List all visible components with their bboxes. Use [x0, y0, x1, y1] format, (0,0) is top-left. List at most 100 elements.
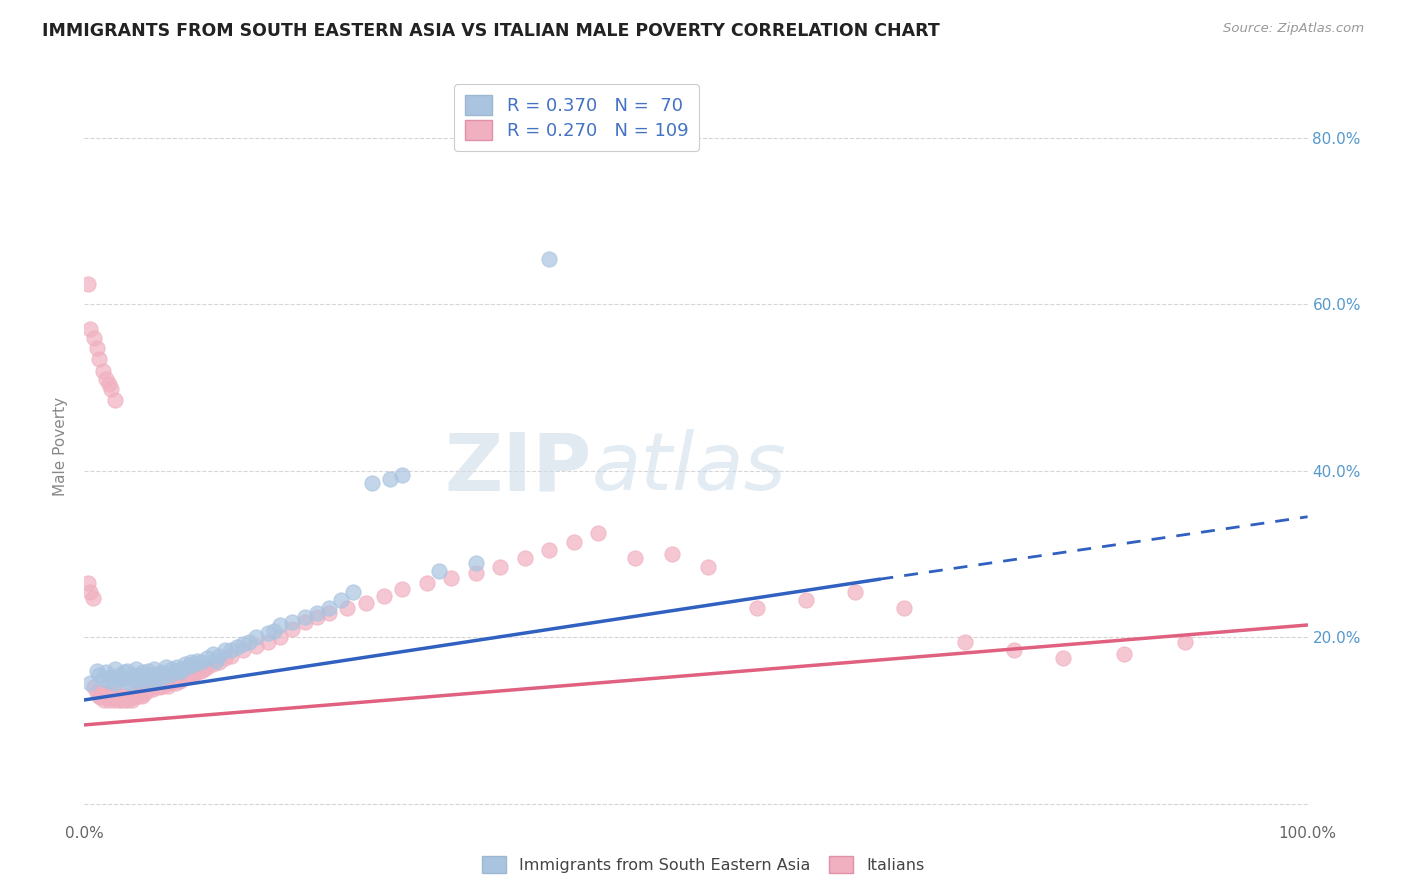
Point: [129, 684, 152, 698]
Point: [111, 690, 134, 705]
Text: Source: ZipAtlas.com: Source: ZipAtlas.com: [1223, 22, 1364, 36]
Point: [166, 659, 188, 673]
Point: [149, 681, 172, 695]
Point: [110, 672, 132, 686]
Point: [117, 693, 139, 707]
Point: [100, 690, 122, 705]
Point: [172, 662, 194, 676]
Point: [318, 601, 340, 615]
Point: [153, 676, 176, 690]
Point: [110, 693, 132, 707]
Point: [107, 672, 129, 686]
Point: [953, 634, 976, 648]
Point: [89, 690, 111, 705]
Point: [440, 570, 463, 584]
Point: [165, 676, 187, 690]
Point: [79, 676, 101, 690]
Point: [232, 637, 254, 651]
Point: [114, 693, 136, 707]
Point: [91, 672, 114, 686]
Point: [747, 601, 769, 615]
Point: [269, 631, 291, 645]
Point: [183, 657, 205, 672]
Point: [169, 673, 191, 688]
Point: [135, 673, 157, 688]
Point: [105, 690, 128, 705]
Point: [149, 672, 172, 686]
Text: ZIP: ZIP: [444, 429, 592, 508]
Point: [177, 659, 200, 673]
Point: [79, 322, 101, 336]
Point: [186, 654, 208, 668]
Point: [120, 689, 142, 703]
Point: [131, 689, 153, 703]
Point: [104, 689, 127, 703]
Point: [538, 543, 561, 558]
Point: [336, 601, 359, 615]
Point: [112, 689, 135, 703]
Point: [132, 687, 155, 701]
Point: [127, 689, 149, 703]
Point: [391, 582, 413, 597]
Point: [562, 534, 585, 549]
Point: [195, 659, 218, 673]
Point: [208, 648, 231, 663]
Point: [125, 687, 148, 701]
Point: [91, 684, 114, 698]
Point: [87, 689, 110, 703]
Point: [96, 690, 118, 705]
Point: [269, 618, 291, 632]
Legend: R = 0.370   N =  70, R = 0.270   N = 109: R = 0.370 N = 70, R = 0.270 N = 109: [454, 84, 699, 151]
Point: [186, 665, 208, 680]
Point: [146, 679, 169, 693]
Point: [96, 372, 118, 386]
Point: [624, 551, 647, 566]
Point: [129, 672, 152, 686]
Point: [173, 657, 195, 672]
Text: atlas: atlas: [592, 429, 787, 508]
Point: [1002, 643, 1025, 657]
Point: [179, 668, 201, 682]
Point: [155, 659, 177, 673]
Point: [132, 665, 155, 680]
Point: [142, 682, 165, 697]
Point: [77, 277, 100, 291]
Point: [107, 668, 129, 682]
Point: [169, 665, 191, 680]
Point: [195, 651, 218, 665]
Point: [141, 668, 163, 682]
Point: [104, 676, 127, 690]
Point: [139, 681, 162, 695]
Point: [190, 656, 212, 670]
Point: [318, 606, 340, 620]
Point: [104, 393, 127, 408]
Point: [342, 584, 364, 599]
Point: [1174, 634, 1197, 648]
Point: [87, 351, 110, 366]
Point: [257, 626, 280, 640]
Point: [114, 673, 136, 688]
Point: [513, 551, 536, 566]
Point: [294, 615, 316, 630]
Point: [263, 624, 285, 638]
Point: [1052, 651, 1074, 665]
Point: [128, 668, 150, 682]
Point: [93, 693, 115, 707]
Point: [464, 566, 486, 580]
Point: [79, 584, 101, 599]
Point: [181, 668, 204, 682]
Point: [380, 472, 402, 486]
Point: [238, 634, 260, 648]
Point: [121, 693, 143, 707]
Point: [205, 654, 228, 668]
Point: [174, 670, 197, 684]
Point: [159, 668, 181, 682]
Point: [163, 664, 186, 678]
Point: [538, 252, 561, 266]
Point: [1114, 647, 1136, 661]
Text: IMMIGRANTS FROM SOUTH EASTERN ASIA VS ITALIAN MALE POVERTY CORRELATION CHART: IMMIGRANTS FROM SOUTH EASTERN ASIA VS IT…: [42, 22, 941, 40]
Point: [143, 673, 166, 688]
Point: [201, 657, 224, 672]
Point: [146, 668, 169, 682]
Point: [226, 640, 249, 655]
